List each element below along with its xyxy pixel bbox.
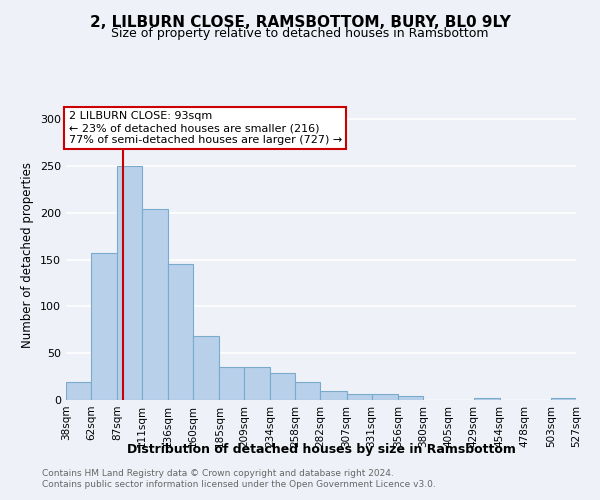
Text: Contains public sector information licensed under the Open Government Licence v3: Contains public sector information licen… [42,480,436,489]
Bar [193,336,220,400]
Text: 2 LILBURN CLOSE: 93sqm
← 23% of detached houses are smaller (216)
77% of semi-de: 2 LILBURN CLOSE: 93sqm ← 23% of detached… [68,112,342,144]
Bar [168,264,193,400]
Bar [117,166,142,400]
Bar [398,396,422,400]
Text: 2, LILBURN CLOSE, RAMSBOTTOM, BURY, BL0 9LY: 2, LILBURN CLOSE, RAMSBOTTOM, BURY, BL0 … [89,15,511,30]
Bar [474,398,500,400]
Bar [220,368,244,400]
Bar [295,382,320,400]
Bar [66,382,91,400]
Bar [271,373,295,400]
Bar [320,390,347,400]
Text: Distribution of detached houses by size in Ramsbottom: Distribution of detached houses by size … [127,442,515,456]
Bar [347,394,371,400]
Bar [142,209,168,400]
Text: Size of property relative to detached houses in Ramsbottom: Size of property relative to detached ho… [111,28,489,40]
Y-axis label: Number of detached properties: Number of detached properties [22,162,34,348]
Bar [371,394,398,400]
Bar [551,398,576,400]
Text: Contains HM Land Registry data © Crown copyright and database right 2024.: Contains HM Land Registry data © Crown c… [42,468,394,477]
Bar [91,253,117,400]
Bar [244,368,271,400]
